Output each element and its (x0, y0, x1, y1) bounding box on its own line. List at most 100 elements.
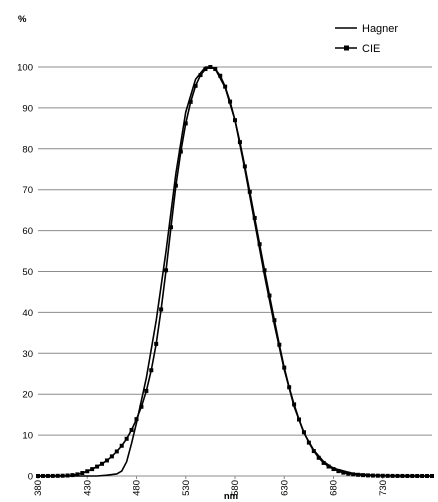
data-point-cie (282, 365, 287, 370)
data-point-cie (405, 473, 410, 478)
data-point-cie (306, 440, 311, 445)
data-point-cie (70, 473, 75, 478)
data-point-cie (326, 464, 331, 469)
data-point-cie (277, 342, 282, 347)
data-point-cie (114, 449, 119, 454)
series-layer (36, 65, 434, 478)
data-point-cie (262, 268, 267, 273)
y-tick-label: 0 (28, 472, 33, 483)
data-point-cie (144, 388, 149, 393)
data-point-cie (159, 307, 164, 312)
data-point-cie (351, 472, 356, 477)
data-point-cie (390, 473, 395, 478)
x-tick-label: 380 (33, 480, 44, 496)
data-point-cie (104, 458, 109, 463)
legend-marker-cie (344, 45, 349, 51)
data-point-cie (188, 99, 193, 104)
x-tick-label: 480 (132, 480, 143, 496)
data-point-cie (356, 472, 361, 477)
data-point-cie (336, 469, 341, 474)
data-point-cie (154, 341, 159, 346)
data-point-cie (95, 464, 100, 469)
data-point-cie (65, 473, 70, 478)
legend-label-cie: CIE (362, 43, 380, 55)
data-point-cie (178, 149, 183, 154)
data-point-cie (301, 430, 306, 435)
data-point-cie (36, 473, 40, 478)
data-point-cie (208, 65, 213, 69)
y-tick-label: 100 (17, 63, 33, 74)
data-point-cie (425, 473, 430, 478)
data-point-cie (223, 84, 228, 89)
data-point-cie (311, 449, 316, 454)
data-point-cie (252, 215, 257, 220)
data-point-cie (365, 473, 370, 478)
data-point-cie (400, 473, 405, 478)
data-point-cie (75, 472, 80, 477)
data-point-cie (272, 318, 277, 323)
grid-lines (38, 66, 432, 477)
data-point-cie (85, 469, 90, 474)
data-point-cie (346, 471, 351, 476)
y-tick-label: 30 (22, 349, 33, 360)
y-tick-label: 40 (22, 308, 33, 319)
x-tick-label: 580 (230, 480, 241, 496)
data-point-cie (164, 268, 169, 273)
data-point-cie (119, 443, 124, 448)
data-point-cie (375, 473, 380, 478)
data-point-cie (341, 470, 346, 475)
data-point-cie (420, 473, 425, 478)
data-point-cie (203, 67, 208, 72)
data-point-cie (233, 118, 237, 123)
y-tick-label: 10 (22, 431, 33, 442)
data-point-cie (237, 140, 242, 145)
data-point-cie (297, 417, 302, 422)
data-point-cie (45, 473, 50, 478)
legend-label-hagner: Hagner (362, 23, 398, 35)
x-tick-label: 680 (329, 480, 340, 496)
data-point-cie (90, 467, 95, 472)
data-point-cie (198, 73, 203, 78)
data-point-cie (430, 473, 434, 478)
axes: 0 10 20 30 40 50 60 70 80 90 100 380 430 480 530 580 630… (17, 63, 432, 496)
data-point-cie (193, 83, 198, 88)
data-point-cie (257, 242, 262, 247)
data-point-cie (380, 473, 385, 478)
data-point-cie (60, 473, 65, 478)
data-point-cie (100, 461, 105, 466)
data-point-cie (124, 436, 129, 441)
data-point-cie (287, 385, 292, 390)
data-point-cie (109, 454, 114, 459)
x-tick-label: 730 (378, 480, 389, 496)
data-point-cie (129, 427, 134, 432)
data-point-cie (218, 73, 223, 78)
data-point-cie (385, 473, 390, 478)
data-point-cie (139, 404, 144, 409)
data-point-cie (292, 402, 297, 407)
y-tick-label: 70 (22, 185, 33, 196)
data-point-cie (242, 164, 247, 169)
data-point-cie (370, 473, 375, 478)
data-point-cie (213, 67, 218, 72)
y-tick-label: 60 (22, 226, 33, 237)
data-point-cie (331, 467, 336, 472)
x-axis-label: nm (224, 491, 238, 502)
data-point-cie (173, 183, 178, 188)
data-point-cie (80, 471, 85, 476)
data-point-cie (415, 473, 420, 478)
data-point-cie (50, 473, 55, 478)
data-point-cie (134, 417, 139, 422)
legend: Hagner CIE (335, 23, 398, 55)
data-point-cie (40, 473, 45, 478)
y-tick-label: 80 (22, 144, 33, 155)
data-point-cie (267, 293, 272, 298)
data-point-cie (247, 189, 252, 194)
data-point-cie (395, 473, 400, 478)
y-tick-label: 50 (22, 267, 33, 278)
data-point-cie (149, 368, 154, 373)
y-tick-label: 20 (22, 390, 33, 401)
x-tick-label: 430 (82, 480, 93, 496)
data-point-cie (410, 473, 415, 478)
